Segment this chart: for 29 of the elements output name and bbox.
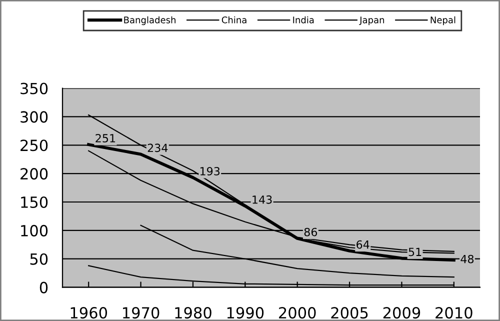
legend-label: India bbox=[293, 16, 314, 24]
y-tick-label: 0 bbox=[40, 282, 48, 294]
legend-label: Bangladesh bbox=[124, 16, 176, 26]
legend-label: China bbox=[222, 16, 246, 24]
data-label: 48 bbox=[460, 254, 474, 264]
y-tick-label: 250 bbox=[20, 140, 48, 152]
y-tick-label: 300 bbox=[20, 111, 48, 123]
x-tick-label: 1960 bbox=[70, 307, 108, 319]
x-tick-label: 1990 bbox=[227, 307, 264, 319]
data-label: 251 bbox=[96, 134, 116, 142]
x-tick-label: 1970 bbox=[123, 307, 160, 319]
legend-label: Japan bbox=[359, 16, 384, 26]
data-label: 64 bbox=[356, 240, 370, 249]
x-tick-label: 2000 bbox=[279, 307, 316, 319]
x-tick-label: 1980 bbox=[175, 307, 212, 319]
y-tick-label: 200 bbox=[20, 168, 48, 180]
y-tick-label: 100 bbox=[21, 224, 48, 236]
data-label: 86 bbox=[304, 228, 318, 236]
legend-label: Nepal bbox=[430, 16, 456, 26]
data-label: 51 bbox=[408, 248, 422, 256]
data-label: 234 bbox=[148, 144, 168, 152]
y-tick-label: 150 bbox=[21, 196, 48, 208]
y-tick-label: 50 bbox=[30, 253, 48, 265]
x-tick-label: 2009 bbox=[383, 307, 420, 319]
x-tick-label: 2010 bbox=[436, 307, 472, 319]
y-tick-label: 350 bbox=[20, 82, 48, 94]
data-label: 193 bbox=[200, 166, 220, 176]
data-label: 143 bbox=[252, 195, 272, 204]
x-tick-label: 2005 bbox=[331, 307, 368, 319]
